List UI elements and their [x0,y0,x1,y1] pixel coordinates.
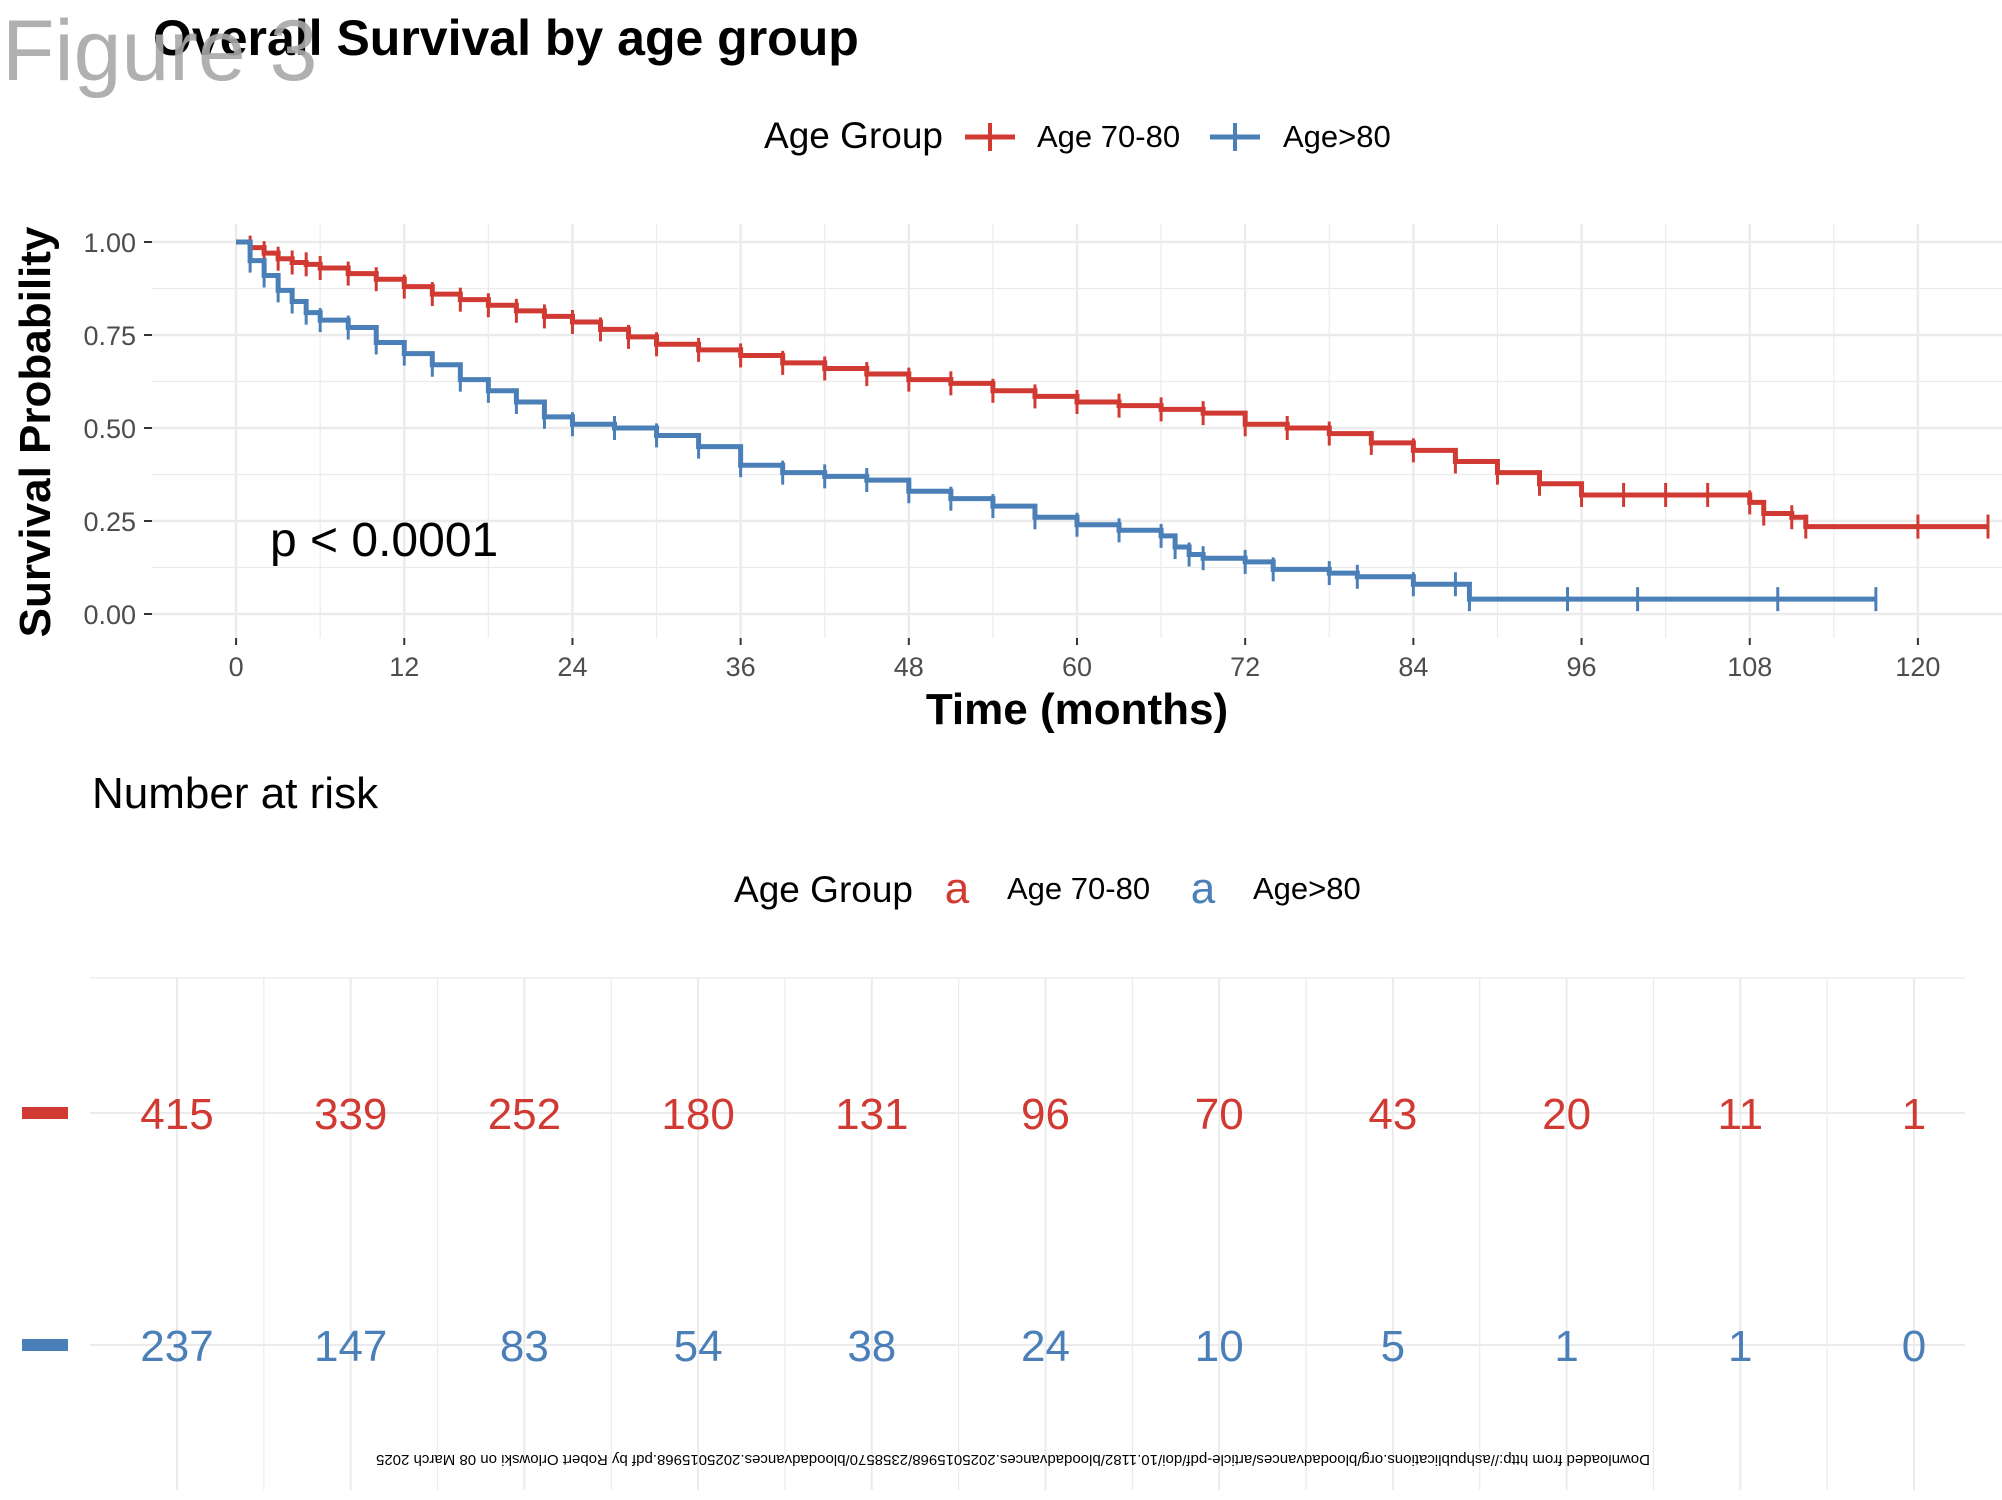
risk-count-age-70-80: 180 [661,1090,734,1139]
risk-count-age-80-plus: 0 [1902,1322,1926,1371]
risk-count-age-70-80: 43 [1368,1090,1417,1139]
y-tick-label: 0.00 [83,600,136,630]
risk-count-age-70-80: 1 [1902,1090,1926,1139]
risk-count-age-80-plus: 5 [1381,1322,1405,1371]
km-legend-label-age-80-plus: Age>80 [1283,119,1391,154]
chart-title: Overall Survival by age group [153,10,859,66]
risk-count-age-80-plus: 147 [314,1322,387,1371]
km-legend-key-age-80-plus [1210,123,1260,151]
risk-count-age-70-80: 252 [488,1090,561,1139]
download-footer: Downloaded from http://ashpublications.o… [376,1451,1650,1468]
y-tick-label: 0.50 [83,414,136,444]
x-tick-label: 12 [389,652,419,682]
y-tick-label: 0.25 [83,507,136,537]
risk-legend: Age Group a Age 70-80 a Age>80 [734,864,1361,913]
risk-count-age-80-plus: 24 [1021,1322,1070,1371]
x-axis-title: Time (months) [926,685,1228,734]
km-curve-age-70-80 [236,239,1988,530]
risk-count-age-70-80: 131 [835,1090,908,1139]
censor-marks-age-80-plus [248,248,1878,612]
risk-count-age-80-plus: 83 [500,1322,549,1371]
x-tick-label: 0 [229,652,244,682]
x-tick-label: 84 [1398,652,1428,682]
risk-legend-title: Age Group [734,869,913,910]
risk-count-age-80-plus: 237 [140,1322,213,1371]
risk-count-age-70-80: 96 [1021,1090,1070,1139]
y-tick-label: 0.75 [83,321,136,351]
x-tick-label: 108 [1727,652,1772,682]
risk-count-age-80-plus: 1 [1728,1322,1752,1371]
risk-gridlines [90,977,1965,1490]
y-tick-label: 1.00 [83,228,136,258]
risk-count-age-80-plus: 54 [674,1322,723,1371]
risk-count-age-70-80: 415 [140,1090,213,1139]
risk-count-age-80-plus: 38 [847,1322,896,1371]
risk-count-age-70-80: 70 [1195,1090,1244,1139]
risk-legend-symbol-age-80-plus: a [1191,864,1216,913]
censor-marks-age-70-80 [248,235,1990,539]
risk-count-age-80-plus: 10 [1195,1322,1244,1371]
x-tick-label: 48 [894,652,924,682]
km-legend-label-age-70-80: Age 70-80 [1037,119,1180,154]
km-axes: 0 12 24 36 48 60 72 84 96 108 120 0.00 0.25 0.50 0.75 1… [83,228,1940,682]
risk-row-key-age-80-plus [22,1339,68,1351]
km-legend-title: Age Group [764,115,943,156]
risk-legend-symbol-age-70-80: a [945,864,970,913]
x-tick-label: 72 [1230,652,1260,682]
risk-count-age-70-80: 11 [1717,1090,1763,1139]
risk-count-age-70-80: 20 [1542,1090,1591,1139]
risk-legend-label-age-80-plus: Age>80 [1253,871,1361,906]
risk-row-key-age-70-80 [22,1107,68,1119]
risk-table-title: Number at risk [92,769,379,818]
x-tick-label: 96 [1567,652,1597,682]
p-value-annotation: p < 0.0001 [270,514,498,567]
x-tick-label: 120 [1895,652,1940,682]
risk-legend-label-age-70-80: Age 70-80 [1007,871,1150,906]
risk-count-age-70-80: 339 [314,1090,387,1139]
x-tick-label: 36 [726,652,756,682]
km-legend: Age Group Age 70-80 Age>80 [764,115,1391,156]
y-axis-title: Survival Probability [11,226,60,637]
km-legend-key-age-70-80 [965,123,1015,151]
x-tick-label: 24 [557,652,587,682]
figure-label: Figure 3 [2,3,318,99]
km-plot-panel: 0 12 24 36 48 60 72 84 96 108 120 0.00 0.25 0.50 0.75 1… [83,224,2002,682]
risk-count-age-80-plus: 1 [1554,1322,1578,1371]
x-tick-label: 60 [1062,652,1092,682]
